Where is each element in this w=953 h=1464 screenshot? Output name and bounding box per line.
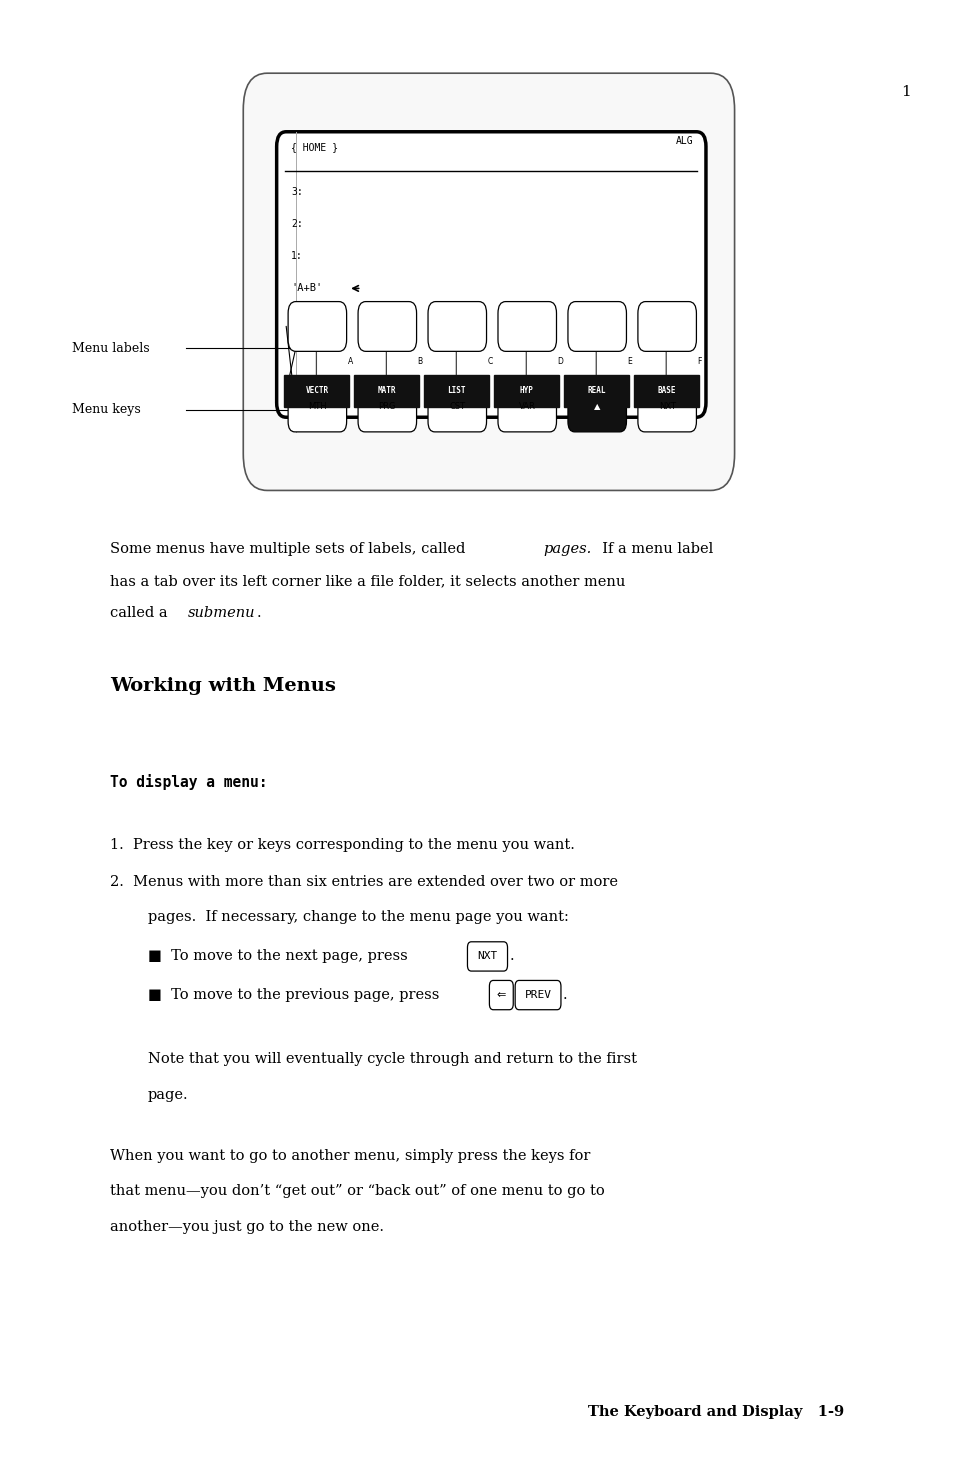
Text: 2:: 2: [291,220,302,228]
Text: ■  To move to the previous page, press: ■ To move to the previous page, press [148,988,443,1001]
Text: E: E [627,357,632,366]
FancyBboxPatch shape [567,302,626,351]
Text: { HOME }: { HOME } [291,142,337,152]
Text: pages.: pages. [543,542,592,556]
Text: HYP: HYP [519,386,533,395]
Text: VAR: VAR [518,403,536,411]
Text: PREV: PREV [524,990,551,1000]
Text: Menu keys: Menu keys [71,404,140,416]
Text: C: C [487,357,493,366]
FancyBboxPatch shape [428,302,486,351]
Text: that menu—you don’t “get out” or “back out” of one menu to go to: that menu—you don’t “get out” or “back o… [110,1184,604,1198]
Bar [634,375,699,407]
Text: 'A+B': 'A+B' [291,284,322,293]
Text: Note that you will eventually cycle through and return to the first: Note that you will eventually cycle thro… [148,1053,637,1066]
Bar [284,375,349,407]
Text: MATR: MATR [377,386,395,395]
Text: submenu: submenu [188,606,255,621]
Text: .: . [256,606,261,621]
Text: A: A [347,357,353,366]
FancyBboxPatch shape [428,382,486,432]
Text: Menu labels: Menu labels [71,343,149,354]
FancyBboxPatch shape [288,302,346,351]
FancyBboxPatch shape [467,941,507,971]
Text: ⇐: ⇐ [497,990,505,1000]
Text: 1.  Press the key or keys corresponding to the menu you want.: 1. Press the key or keys corresponding t… [110,837,574,852]
Text: MTH: MTH [308,403,326,411]
Bar [563,375,629,407]
Text: ALG: ALG [676,136,693,146]
Text: F: F [697,357,701,366]
Text: D: D [557,357,562,366]
FancyBboxPatch shape [357,302,416,351]
Text: page.: page. [148,1088,189,1101]
Text: PRG: PRG [378,403,395,411]
Text: CST: CST [449,403,465,411]
Text: NXT: NXT [476,952,497,962]
FancyBboxPatch shape [497,302,556,351]
Text: To display a menu:: To display a menu: [110,773,267,789]
FancyBboxPatch shape [288,382,346,432]
Text: pages.  If necessary, change to the menu page you want:: pages. If necessary, change to the menu … [148,911,568,924]
FancyBboxPatch shape [515,981,560,1010]
Text: 1: 1 [901,85,910,100]
Text: called a: called a [110,606,172,621]
Text: ▲: ▲ [594,403,599,411]
Text: NXT: NXT [658,403,675,411]
FancyBboxPatch shape [567,382,626,432]
Bar [494,375,558,407]
Bar [424,375,489,407]
Text: BASE: BASE [657,386,676,395]
Text: B: B [417,357,422,366]
Text: LIST: LIST [447,386,466,395]
Text: another—you just go to the new one.: another—you just go to the new one. [110,1220,383,1234]
Text: The Keyboard and Display   1-9: The Keyboard and Display 1-9 [588,1405,843,1420]
Text: ■  To move to the next page, press: ■ To move to the next page, press [148,949,412,963]
Text: 1:: 1: [291,252,302,261]
Bar [354,375,419,407]
FancyBboxPatch shape [243,73,734,490]
Text: Some menus have multiple sets of labels, called: Some menus have multiple sets of labels,… [110,542,469,556]
Text: REAL: REAL [587,386,605,395]
Text: If a menu label: If a menu label [593,542,713,556]
FancyBboxPatch shape [638,382,696,432]
FancyBboxPatch shape [497,382,556,432]
Text: has a tab over its left corner like a file folder, it selects another menu: has a tab over its left corner like a fi… [110,574,624,589]
FancyBboxPatch shape [357,382,416,432]
Text: VECTR: VECTR [305,386,328,395]
Text: Working with Menus: Working with Menus [110,676,335,695]
Text: 3:: 3: [291,187,302,196]
FancyBboxPatch shape [638,302,696,351]
Text: .: . [509,949,514,963]
Text: 2.  Menus with more than six entries are extended over two or more: 2. Menus with more than six entries are … [110,875,617,889]
Text: When you want to go to another menu, simply press the keys for: When you want to go to another menu, sim… [110,1149,590,1162]
FancyBboxPatch shape [276,132,705,417]
Text: .: . [562,988,567,1001]
FancyBboxPatch shape [489,981,513,1010]
